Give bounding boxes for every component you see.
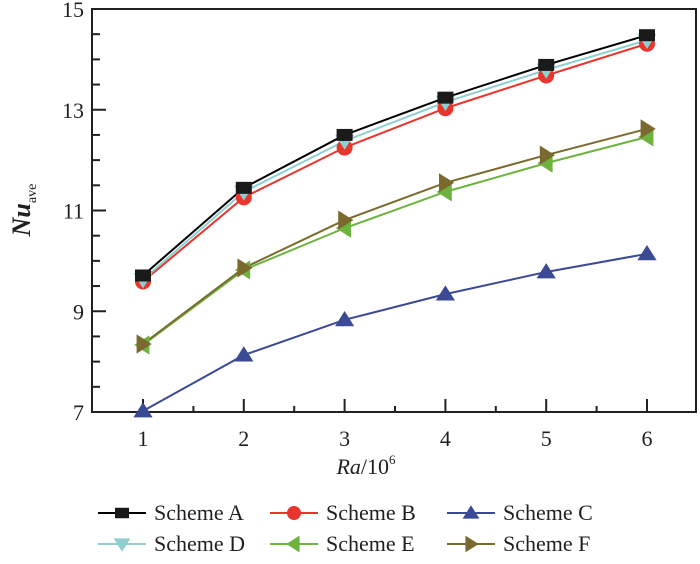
legend-label: Scheme D — [154, 531, 245, 556]
legend-item-scheme-b: Scheme B — [270, 500, 416, 525]
data-point-scheme-c — [335, 311, 355, 327]
data-point-scheme-f — [136, 334, 152, 354]
series-line-scheme-e — [142, 135, 648, 346]
series-line-scheme-f — [142, 127, 648, 345]
legend-marker — [465, 535, 479, 553]
data-point-scheme-f — [439, 173, 455, 193]
data-point-scheme-f — [539, 145, 555, 165]
legend-marker — [286, 535, 300, 553]
x-tick-label: 1 — [138, 426, 149, 451]
data-point-scheme-e — [436, 182, 452, 202]
x-tick-label: 6 — [642, 426, 653, 451]
data-point-scheme-a — [235, 181, 252, 194]
legend-marker — [462, 505, 480, 519]
legend: Scheme A Scheme B Scheme C Scheme D Scheme E… — [98, 500, 593, 556]
legend-label: Scheme B — [326, 500, 416, 525]
data-point-scheme-c — [133, 402, 153, 418]
x-tick-label: 4 — [440, 426, 451, 451]
x-axis-title: Ra/106 — [335, 452, 396, 479]
y-tick-label: 13 — [62, 98, 84, 123]
data-point-scheme-a — [336, 128, 353, 141]
legend-marker — [287, 506, 301, 520]
data-point-scheme-c — [637, 245, 657, 261]
y-tick-label: 9 — [73, 299, 84, 324]
data-point-scheme-f — [640, 119, 656, 139]
legend-item-scheme-c: Scheme C — [447, 500, 593, 525]
legend-marker — [113, 538, 131, 552]
data-point-scheme-f — [338, 210, 354, 230]
x-tick-label: 3 — [339, 426, 350, 451]
series-line-scheme-b — [142, 42, 648, 283]
legend-label: Scheme A — [154, 500, 244, 525]
y-tick-label: 7 — [73, 400, 84, 425]
legend-item-scheme-d: Scheme D — [98, 531, 245, 556]
y-tick-label: 15 — [62, 0, 84, 22]
legend-item-scheme-e: Scheme E — [270, 531, 415, 556]
series-line-scheme-c — [142, 252, 648, 412]
series-lines — [142, 34, 648, 412]
data-point-scheme-a — [538, 58, 555, 71]
legend-item-scheme-a: Scheme A — [98, 500, 244, 525]
legend-label: Scheme F — [503, 531, 590, 556]
series-line-scheme-a — [142, 34, 648, 277]
legend-label: Scheme C — [503, 500, 593, 525]
series-line-scheme-d — [142, 39, 648, 281]
axes: 7 9 11 13 15 1 2 3 4 5 6 Ra/106 Nuave — [7, 0, 697, 479]
y-tick-label: 11 — [63, 199, 84, 224]
data-point-scheme-a — [639, 29, 655, 42]
data-point-scheme-f — [237, 258, 253, 278]
y-axis-title: Nuave — [7, 184, 40, 238]
data-point-scheme-c — [234, 346, 254, 362]
legend-marker — [115, 507, 129, 519]
legend-item-scheme-f: Scheme F — [447, 531, 590, 556]
x-tick-label: 2 — [238, 426, 249, 451]
data-point-scheme-c — [536, 263, 556, 279]
x-tick-label: 5 — [541, 426, 552, 451]
series-markers — [133, 29, 657, 418]
data-point-scheme-c — [435, 285, 455, 301]
data-point-scheme-a — [135, 269, 151, 282]
data-point-scheme-a — [437, 91, 454, 104]
legend-label: Scheme E — [326, 531, 415, 556]
